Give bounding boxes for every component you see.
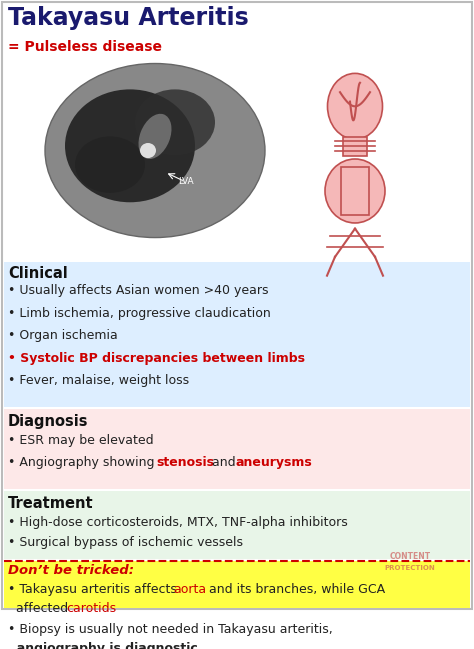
Text: • High-dose corticosteroids, MTX, TNF-alpha inhibitors: • High-dose corticosteroids, MTX, TNF-al… <box>8 515 348 528</box>
Text: affected: affected <box>8 602 72 615</box>
Text: Takayasu Arteritis: Takayasu Arteritis <box>8 6 249 30</box>
Text: • Surgical bypass of ischemic vessels: • Surgical bypass of ischemic vessels <box>8 536 243 549</box>
FancyBboxPatch shape <box>343 138 367 156</box>
Text: stenosis: stenosis <box>156 456 214 469</box>
Text: • Takayasu arteritis affects: • Takayasu arteritis affects <box>8 583 181 596</box>
Text: Don’t be tricked:: Don’t be tricked: <box>8 565 134 578</box>
Text: • Fever, malaise, weight loss: • Fever, malaise, weight loss <box>8 374 189 387</box>
Ellipse shape <box>75 136 145 193</box>
Text: • Biopsy is usually not needed in Takayasu arteritis,: • Biopsy is usually not needed in Takaya… <box>8 623 333 636</box>
Text: = Pulseless disease: = Pulseless disease <box>8 40 162 53</box>
Text: carotids: carotids <box>66 602 116 615</box>
Ellipse shape <box>45 64 265 238</box>
Text: aorta: aorta <box>173 583 206 596</box>
Text: • Angiography showing: • Angiography showing <box>8 456 158 469</box>
Text: • Usually affects Asian women >40 years: • Usually affects Asian women >40 years <box>8 284 268 297</box>
Text: • Limb ischemia, progressive claudication: • Limb ischemia, progressive claudicatio… <box>8 307 271 320</box>
Text: LVA: LVA <box>178 177 193 186</box>
Ellipse shape <box>138 114 172 159</box>
Text: PROTECTION: PROTECTION <box>384 565 436 571</box>
Ellipse shape <box>325 159 385 223</box>
FancyBboxPatch shape <box>4 491 470 559</box>
Text: CONTENT: CONTENT <box>390 552 430 561</box>
Text: aneurysms: aneurysms <box>236 456 313 469</box>
FancyBboxPatch shape <box>4 561 470 607</box>
Text: Clinical: Clinical <box>8 266 68 281</box>
Text: and: and <box>208 456 240 469</box>
Text: Treatment: Treatment <box>8 496 94 511</box>
Ellipse shape <box>135 90 215 155</box>
FancyBboxPatch shape <box>4 410 470 489</box>
Ellipse shape <box>328 73 383 140</box>
Text: • Organ ischemia: • Organ ischemia <box>8 329 118 342</box>
Text: • ESR may be elevated: • ESR may be elevated <box>8 434 154 447</box>
Text: • Systolic BP discrepancies between limbs: • Systolic BP discrepancies between limb… <box>8 352 305 365</box>
Text: angiography is diagnostic: angiography is diagnostic <box>8 642 198 649</box>
Text: Diagnosis: Diagnosis <box>8 414 89 429</box>
FancyBboxPatch shape <box>4 262 470 408</box>
Circle shape <box>140 143 156 158</box>
FancyBboxPatch shape <box>2 2 472 609</box>
Ellipse shape <box>65 90 195 202</box>
Text: and its branches, while GCA: and its branches, while GCA <box>205 583 385 596</box>
